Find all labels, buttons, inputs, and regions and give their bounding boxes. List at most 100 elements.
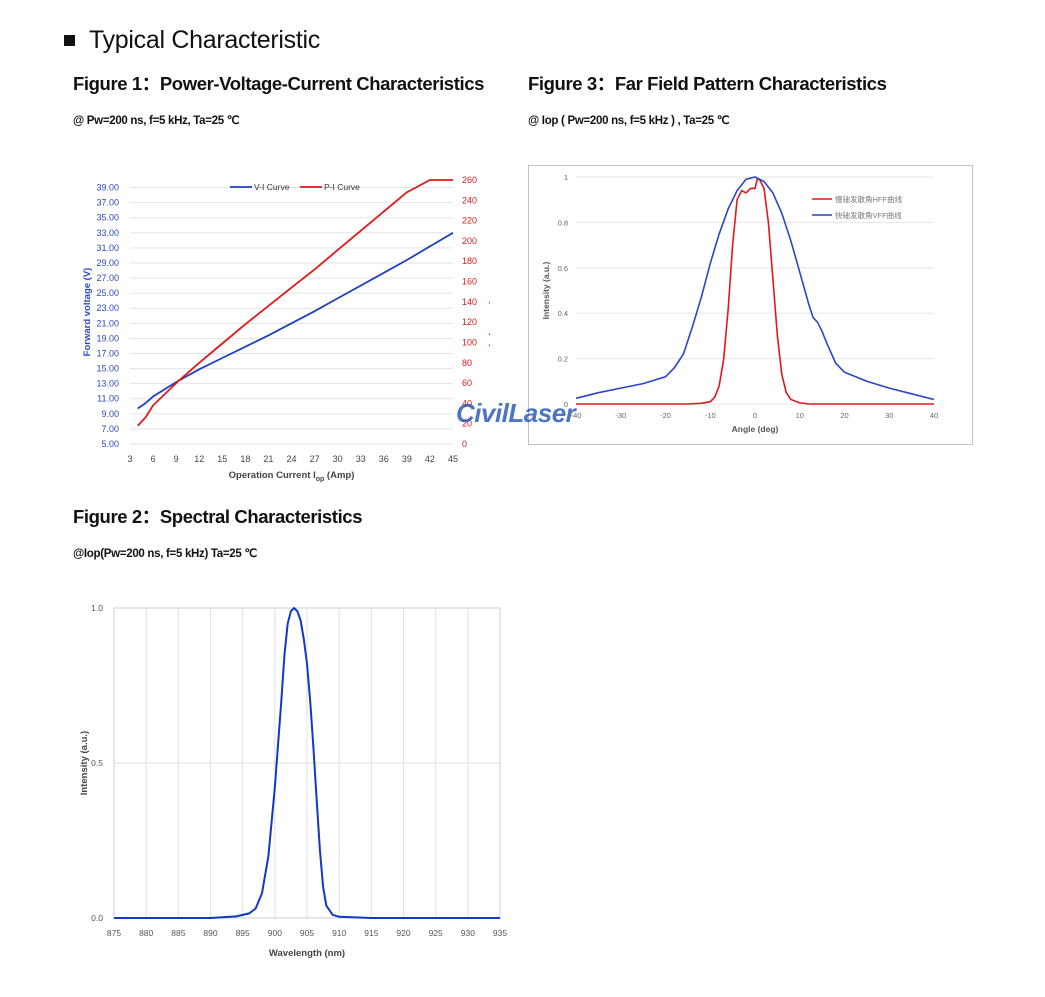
series-line-p-i-curve	[137, 179, 453, 427]
legend-label: 快轴发散角VFF曲线	[835, 210, 902, 220]
y-axis-title: Intensity (a.u.)	[541, 262, 551, 320]
x-tick-label: 18	[240, 454, 250, 464]
x-tick-label: 30	[885, 411, 893, 420]
section-heading-text: Typical Characteristic	[89, 26, 320, 54]
x-tick-label: 15	[217, 454, 227, 464]
y-left-tick-label: 11.00	[97, 394, 119, 404]
series-line-spectrum	[114, 606, 500, 919]
y-left-tick-label: 19.00	[96, 333, 119, 343]
y-right-tick-label: 240	[462, 195, 477, 205]
y-tick-label: 0.5	[91, 758, 103, 768]
x-tick-label: 33	[356, 454, 366, 464]
section-heading: Typical Characteristic	[64, 26, 320, 55]
fig2-conditions: @Iop(Pw=200 ns, f=5 kHz) Ta=25 ℃	[73, 548, 258, 560]
y-right-tick-label: 120	[462, 317, 477, 327]
x-tick-label: 30	[333, 454, 343, 464]
y-left-tick-label: 13.00	[96, 379, 119, 389]
x-tick-label: 910	[332, 928, 346, 938]
series-line-v-i-curve	[137, 232, 454, 410]
fig2-title: Figure 2：Spectral Characteristics	[73, 506, 363, 527]
y-left-tick-label: 37.00	[96, 198, 119, 208]
x-tick-label: 24	[286, 454, 296, 464]
y-tick-label: 1	[564, 173, 568, 182]
y-left-tick-label: 29.00	[96, 258, 119, 268]
x-tick-label: 915	[364, 928, 378, 938]
series-line-vff	[575, 176, 935, 401]
y-right-tick-label: 0	[462, 439, 467, 449]
y-tick-label: 0.8	[558, 218, 568, 227]
fig3-title: Figure 3：Far Field Pattern Characteristi…	[528, 73, 887, 94]
x-tick-label: 36	[379, 454, 389, 464]
y-right-tick-label: 100	[462, 337, 477, 347]
fig1-pvi-chart: 5.00 7.00 9.00 11.00 13.00 15.00 17.00 19.00 21.…	[82, 175, 490, 483]
series-line-hff	[576, 178, 934, 405]
x-tick-label: 890	[203, 928, 217, 938]
y-right-tick-label: 260	[462, 175, 477, 185]
x-tick-label: 3	[127, 454, 132, 464]
x-tick-label: 930	[461, 928, 475, 938]
x-axis-title: Angle (deg)	[732, 424, 779, 434]
x-tick-label: 6	[151, 454, 156, 464]
x-axis-title: Wavelength (nm)	[269, 948, 345, 959]
x-tick-label: 900	[268, 928, 282, 938]
y-right-tick-label: 200	[462, 236, 477, 246]
y-right-tick-label: 80	[462, 358, 472, 368]
y-right-tick-label: 140	[462, 297, 477, 307]
y-right-tick-label: 160	[462, 277, 477, 287]
y-right-tick-label: 220	[462, 216, 477, 226]
x-tick-label: 10	[796, 411, 804, 420]
y-left-tick-label: 5.00	[101, 439, 119, 449]
x-tick-label: 935	[493, 928, 507, 938]
fig2-spectral-chart: 875 880 885 890 895 900 905 910 915 920 925 930 935 0…	[79, 603, 507, 959]
y-tick-label: 0.6	[558, 264, 568, 273]
y-tick-label: 0.0	[91, 913, 103, 923]
x-tick-label: 920	[396, 928, 410, 938]
x-tick-label: 875	[107, 928, 121, 938]
y-axis-title: Intensity (a.u.)	[79, 731, 90, 795]
x-tick-label: 39	[402, 454, 412, 464]
fig3-far-field-chart: 0 0.2 0.4 0.6 0.8 1 -40 -30 -20 -10 0 10 20 30 40 慢轴发散角…	[541, 173, 938, 434]
x-tick-label: 21	[263, 454, 273, 464]
x-tick-label: 12	[194, 454, 204, 464]
x-tick-label: 40	[930, 411, 938, 420]
y-left-tick-label: 31.00	[96, 243, 119, 253]
x-tick-label: 0	[753, 411, 757, 420]
y-tick-label: 0.4	[558, 309, 568, 318]
y-left-tick-label: 21.00	[96, 318, 119, 328]
x-tick-label: -10	[705, 411, 716, 420]
x-tick-label: 9	[174, 454, 179, 464]
legend-label: V-I Curve	[254, 182, 290, 192]
x-tick-label: 880	[139, 928, 153, 938]
x-tick-label: 20	[840, 411, 848, 420]
y-left-tick-label: 9.00	[101, 409, 119, 419]
x-tick-label: 905	[300, 928, 314, 938]
legend-label: 慢轴发散角HFF曲线	[835, 194, 903, 204]
y-left-tick-label: 17.00	[96, 348, 119, 358]
x-tick-label: 42	[425, 454, 435, 464]
fig1-conditions: @ Pw=200 ns, f=5 kHz, Ta=25 ℃	[73, 115, 240, 127]
fig3-conditions: @ Iop ( Pw=200 ns, f=5 kHz ) , Ta=25 ℃	[528, 115, 730, 127]
y-right-tick-label: 20	[462, 419, 472, 429]
y-tick-label: 0.2	[558, 355, 568, 364]
legend-label: P-I Curve	[324, 182, 360, 192]
fig3-chart-frame: 0 0.2 0.4 0.6 0.8 1 -40 -30 -20 -10 0 10 20 30 40 慢轴发散角…	[528, 165, 973, 445]
x-tick-label: -30	[615, 411, 626, 420]
x-tick-label: 45	[448, 454, 458, 464]
x-tick-label: 925	[429, 928, 443, 938]
y-right-tick-label: 40	[462, 398, 472, 408]
y-left-tick-label: 25.00	[96, 288, 119, 298]
watermark-logo: CivilLaser	[456, 398, 576, 428]
x-tick-label: 895	[236, 928, 250, 938]
y-left-tick-label: 35.00	[96, 213, 119, 223]
y-right-tick-label: 60	[462, 378, 472, 388]
x-tick-label: -20	[660, 411, 671, 420]
y-left-tick-label: 39.00	[96, 183, 119, 193]
bullet-square-icon	[64, 35, 75, 46]
y-left-tick-label: 33.00	[96, 228, 119, 238]
x-tick-label: 885	[171, 928, 185, 938]
y-left-tick-label: 15.00	[96, 364, 119, 374]
y-tick-label: 0	[564, 400, 568, 409]
x-tick-label: 27	[310, 454, 320, 464]
y-left-tick-label: 7.00	[101, 424, 119, 434]
y-right-axis-title: Peak power (W)	[488, 277, 490, 348]
